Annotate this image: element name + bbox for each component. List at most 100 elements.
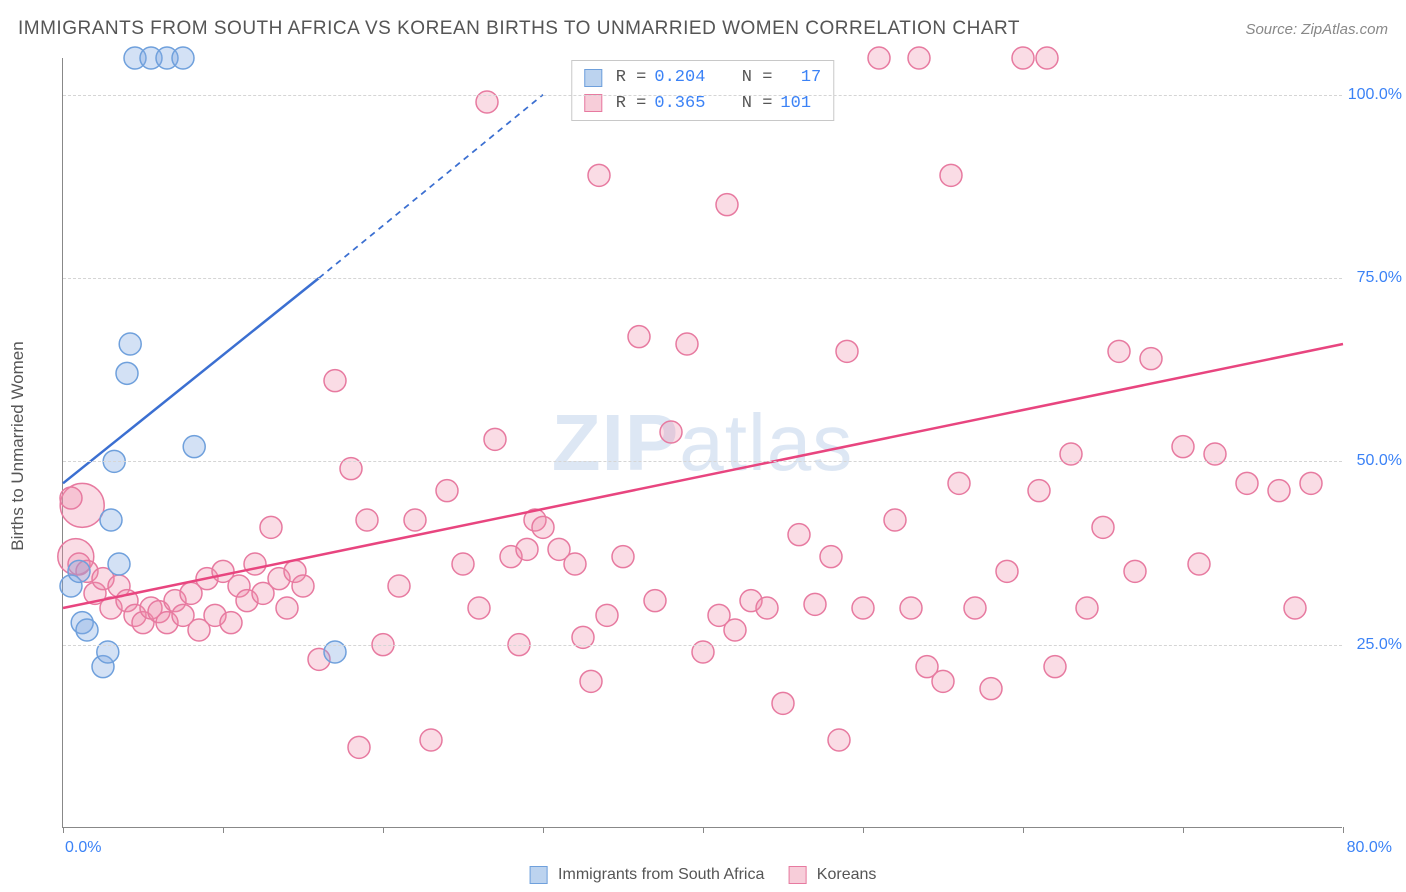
x-tick <box>1023 827 1024 833</box>
regression-line <box>319 95 543 278</box>
scatter-point <box>852 597 874 619</box>
scatter-point <box>404 509 426 531</box>
scatter-point <box>596 604 618 626</box>
scatter-point <box>324 370 346 392</box>
scatter-point <box>1172 436 1194 458</box>
scatter-point <box>1300 472 1322 494</box>
scatter-point <box>588 164 610 186</box>
scatter-point <box>292 575 314 597</box>
legend-row-series-a: R = 0.204 N = 17 <box>584 65 821 91</box>
x-tick <box>1183 827 1184 833</box>
scatter-point <box>100 509 122 531</box>
scatter-point <box>628 326 650 348</box>
legend-swatch-series-a <box>584 69 602 87</box>
scatter-point <box>724 619 746 641</box>
scatter-plot-area: ZIPatlas R = 0.204 N = 17 R = 0.365 N = … <box>62 58 1342 828</box>
scatter-point <box>836 340 858 362</box>
scatter-point <box>660 421 682 443</box>
y-tick-label: 50.0% <box>1347 452 1402 470</box>
scatter-point <box>644 590 666 612</box>
scatter-point <box>276 597 298 619</box>
gridline <box>63 278 1342 279</box>
scatter-point <box>220 612 242 634</box>
scatter-point <box>964 597 986 619</box>
scatter-point <box>348 736 370 758</box>
y-axis-label: Births to Unmarried Women <box>8 341 28 550</box>
scatter-point <box>436 480 458 502</box>
scatter-point <box>788 524 810 546</box>
x-tick <box>383 827 384 833</box>
scatter-point <box>76 619 98 641</box>
scatter-point <box>1028 480 1050 502</box>
scatter-point <box>828 729 850 751</box>
scatter-point <box>468 597 490 619</box>
scatter-point <box>940 164 962 186</box>
y-tick-label: 75.0% <box>1347 269 1402 287</box>
scatter-point <box>564 553 586 575</box>
plot-svg <box>63 58 1342 827</box>
gridline <box>63 461 1342 462</box>
x-tick <box>703 827 704 833</box>
scatter-point <box>1188 553 1210 575</box>
source-attribution: Source: ZipAtlas.com <box>1245 21 1388 38</box>
y-tick-label: 25.0% <box>1347 636 1402 654</box>
scatter-point <box>772 692 794 714</box>
x-tick <box>1343 827 1344 833</box>
scatter-point <box>804 593 826 615</box>
scatter-point <box>1284 597 1306 619</box>
scatter-point <box>532 516 554 538</box>
scatter-point <box>388 575 410 597</box>
legend-swatch-series-b <box>584 94 602 112</box>
scatter-point <box>900 597 922 619</box>
scatter-point <box>1268 480 1290 502</box>
scatter-point <box>420 729 442 751</box>
legend-swatch-a-icon <box>530 866 548 884</box>
scatter-point <box>612 546 634 568</box>
scatter-point <box>60 487 82 509</box>
scatter-point <box>516 538 538 560</box>
chart-title: IMMIGRANTS FROM SOUTH AFRICA VS KOREAN B… <box>18 18 1020 40</box>
scatter-point <box>1076 597 1098 619</box>
scatter-point <box>1108 340 1130 362</box>
scatter-point <box>68 560 90 582</box>
correlation-legend: R = 0.204 N = 17 R = 0.365 N = 101 <box>571 60 834 121</box>
scatter-point <box>908 47 930 69</box>
scatter-point <box>948 472 970 494</box>
scatter-point <box>452 553 474 575</box>
scatter-point <box>580 670 602 692</box>
scatter-point <box>244 553 266 575</box>
y-tick-label: 100.0% <box>1347 86 1402 104</box>
scatter-point <box>1092 516 1114 538</box>
scatter-point <box>884 509 906 531</box>
scatter-point <box>1044 656 1066 678</box>
scatter-point <box>756 597 778 619</box>
x-tick <box>63 827 64 833</box>
x-tick <box>543 827 544 833</box>
x-tick-label-min: 0.0% <box>65 839 101 857</box>
x-tick <box>863 827 864 833</box>
legend-swatch-b-icon <box>788 866 806 884</box>
scatter-point <box>108 553 130 575</box>
gridline <box>63 645 1342 646</box>
scatter-point <box>172 47 194 69</box>
x-axis-legend: Immigrants from South Africa Koreans <box>530 866 877 884</box>
x-tick-label-max: 80.0% <box>1347 839 1392 857</box>
scatter-point <box>932 670 954 692</box>
legend-item-series-a: Immigrants from South Africa <box>530 866 765 884</box>
x-tick <box>223 827 224 833</box>
scatter-point <box>1140 348 1162 370</box>
scatter-point <box>116 362 138 384</box>
legend-item-series-b: Koreans <box>788 866 876 884</box>
scatter-point <box>1124 560 1146 582</box>
scatter-point <box>260 516 282 538</box>
gridline <box>63 95 1342 96</box>
scatter-point <box>484 428 506 450</box>
scatter-point <box>676 333 698 355</box>
regression-line <box>63 344 1343 608</box>
scatter-point <box>119 333 141 355</box>
scatter-point <box>716 194 738 216</box>
scatter-point <box>868 47 890 69</box>
scatter-point <box>356 509 378 531</box>
scatter-point <box>820 546 842 568</box>
scatter-point <box>996 560 1018 582</box>
